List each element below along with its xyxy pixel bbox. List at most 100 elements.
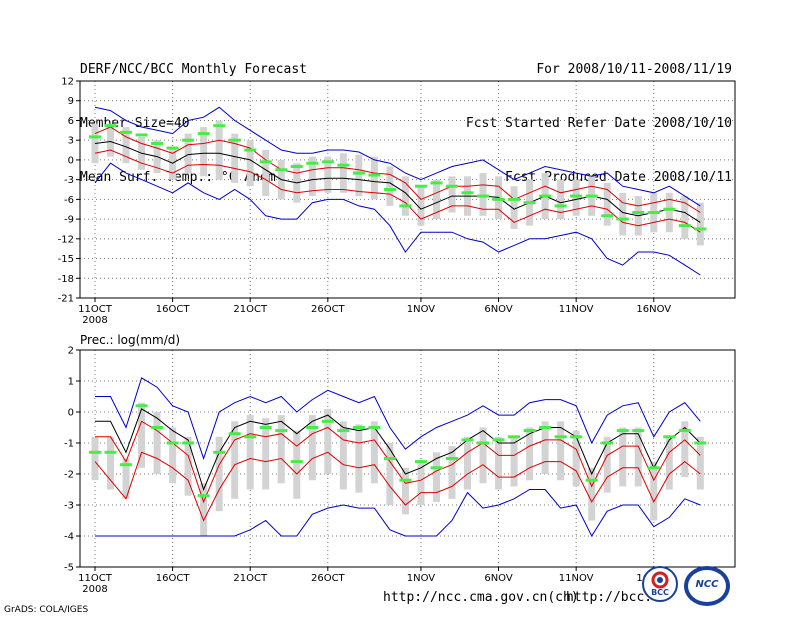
precip-spread-box [401,467,409,515]
precip-title: Prec.: log(mm/d) [80,333,181,347]
precip-xtick-label: 21OCT [233,573,268,584]
precip-observed-mark [290,460,303,464]
precip-spread-box [153,412,161,474]
precip-ytick-label: -2 [64,470,74,481]
precip-observed-mark [151,426,164,429]
precip-spread-box [215,436,223,512]
temp-spread-box [107,123,115,157]
temp-observed-mark [337,163,350,167]
temp-spread-box [432,179,440,220]
precip-ytick-label: -1 [64,439,74,450]
temp-xtick-label: 26OCT [311,304,346,315]
temp-observed-mark [290,164,303,168]
ncc-url[interactable]: http://ncc.cma.gov.cn(ch) [383,590,579,605]
temp-ytick-label: -15 [58,254,74,265]
temp-max-line [94,106,701,207]
precip-spread-box [432,452,440,502]
temp-spread-box [355,154,363,197]
grads-credit: GrADS: COLA/IGES [4,605,89,615]
bcc-logo-text: BCC [651,588,669,597]
temp-observed-mark [151,141,164,145]
precip-xtick-label: 16OCT [156,573,191,584]
temp-observed-mark [244,148,257,152]
precip-spread-box [526,427,534,481]
temp-observed-mark [321,160,334,164]
temp-spread-box [262,150,270,197]
precip-spread-box [681,421,689,478]
temp-observed-mark [383,188,396,191]
precip-spread-box [557,421,565,481]
precip-spread-box [200,483,208,536]
precip-spread-box [650,461,658,521]
temp-observed-mark [135,133,148,137]
precip-observed-mark [182,441,195,445]
precip-observed-mark [135,404,148,408]
temp-observed-mark [197,132,210,136]
precip-ytick-label: 0 [68,408,74,419]
temp-ytick-label: -9 [64,215,74,226]
precip-observed-mark [166,441,179,445]
temp-xtick-label: 11NOV [559,304,594,315]
precip-spread-box [169,427,177,484]
temp-observed-mark [694,227,707,231]
precip-observed-mark [383,457,396,460]
temp-observed-mark [539,194,552,198]
precip-ytick-label: 1 [68,377,74,388]
bcc-url[interactable]: http://bcc.c [566,590,660,605]
temp-spread-box [448,176,456,213]
precip-spread-box [184,436,192,496]
temp-observed-mark [89,135,101,139]
precip-spread-box [665,436,673,490]
temp-spread-box [417,186,425,226]
temp-observed-mark [368,173,381,177]
precip-ytick-label: -4 [64,532,74,543]
precip-ytick-label: -5 [64,563,74,574]
temp-observed-mark [213,124,226,128]
temp-observed-mark [508,197,521,201]
temp-observed-mark [678,224,691,228]
precip-spread-box [355,424,363,493]
precip-xtick-label: 26OCT [311,573,346,584]
temp-ytick-label: 12 [61,77,74,88]
temp-spread-box [215,120,223,180]
precip-spread-box [293,430,301,499]
precip-observed-mark [120,463,133,467]
precip-observed-mark [492,438,505,442]
temp-spread-box [619,192,627,236]
precip-observed-mark [663,435,676,439]
precip-ytick-label: -3 [64,501,74,512]
precip-observed-mark [213,450,226,454]
temp-year-label: 2008 [82,315,107,326]
temp-observed-mark [166,146,179,150]
precip-observed-mark [539,426,552,429]
precip-spread-box [386,443,394,505]
precip-observed-mark [477,441,490,445]
temp-ytick-label: -18 [58,274,74,285]
precip-upper-line [95,420,701,504]
temp-spread-box [386,166,394,206]
temp-spread-box [557,179,565,220]
precip-frame [79,349,736,568]
precip-spread-box [572,430,580,487]
temp-observed-mark [523,201,536,205]
precip-spread-box [308,415,316,481]
temp-observed-mark [663,207,676,211]
precip-spread-box [541,421,549,474]
precip-xtick-label: 11NOV [559,573,594,584]
precip-observed-mark [445,457,458,460]
temp-ytick-label: 0 [68,155,74,166]
temp-observed-mark [477,194,490,198]
precip-spread-box [138,402,146,468]
temp-ytick-label: -6 [64,195,74,206]
temp-ytick-label: -12 [58,234,74,245]
precip-observed-mark [197,494,210,498]
temp-observed-mark [306,161,319,165]
precip-observed-mark [430,466,443,470]
produced-date: Fcst Produced Date 2008/10/11 [505,170,732,185]
precip-observed-mark [414,460,427,464]
temp-spread-box [665,192,673,233]
temp-observed-mark [259,160,272,164]
precip-spread-box [122,458,130,499]
temp-mean-line [94,140,701,223]
